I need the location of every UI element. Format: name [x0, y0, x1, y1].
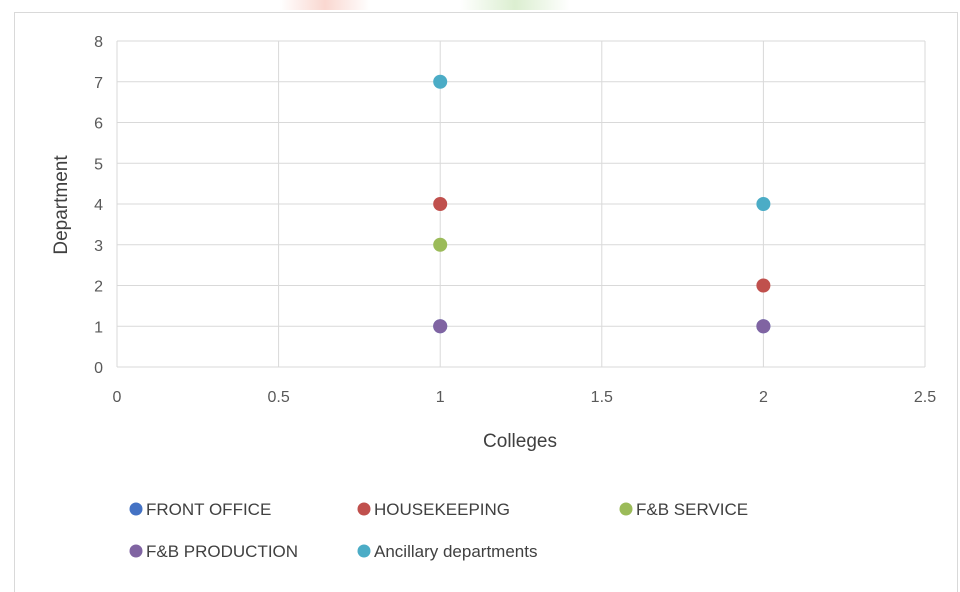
y-axis-ticks: 0 1 2 3 4 5 6 7 8: [94, 34, 103, 377]
legend-marker-icon: [129, 502, 143, 516]
x-tick-label: 1: [436, 389, 445, 406]
y-tick-label: 5: [94, 156, 103, 173]
y-axis-title: Department: [51, 155, 72, 255]
data-point-f-b-service: [433, 237, 448, 252]
grid-lines: [116, 40, 926, 368]
x-tick-label: 0: [113, 389, 122, 406]
legend-item: F&B SERVICE: [619, 500, 748, 519]
legend-label: Ancillary departments: [374, 542, 537, 561]
legend-item: Ancillary departments: [357, 542, 537, 561]
chart-frame: [14, 12, 958, 592]
y-tick-label: 3: [94, 238, 103, 255]
x-tick-label: 0.5: [267, 389, 289, 406]
legend: FRONT OFFICE HOUSEKEEPING F&B SERVICE F&B P…: [129, 500, 748, 561]
legend-label: HOUSEKEEPING: [374, 500, 510, 519]
decorative-strip: [280, 0, 370, 10]
legend-label: FRONT OFFICE: [146, 500, 271, 519]
x-axis-ticks: 0 0.5 1 1.5 2 2.5: [113, 389, 937, 406]
y-tick-label: 1: [94, 319, 103, 336]
decorative-strip: [460, 0, 570, 10]
x-tick-label: 2: [759, 389, 768, 406]
x-tick-label: 1.5: [591, 389, 613, 406]
legend-label: F&B SERVICE: [636, 500, 748, 519]
legend-item: FRONT OFFICE: [129, 500, 271, 519]
legend-label: F&B PRODUCTION: [146, 542, 298, 561]
legend-item: F&B PRODUCTION: [129, 542, 298, 561]
data-point-housekeeping: [433, 197, 448, 211]
legend-item: HOUSEKEEPING: [357, 500, 510, 519]
y-tick-label: 6: [94, 116, 103, 133]
data-points: [433, 74, 771, 334]
legend-marker-icon: [357, 544, 371, 558]
legend-marker-icon: [357, 502, 371, 516]
y-tick-label: 4: [94, 197, 103, 214]
data-point-f-b-production: [433, 319, 448, 334]
data-point-f-b-production: [756, 319, 771, 334]
legend-marker-icon: [129, 544, 143, 558]
data-point-housekeeping: [756, 278, 771, 293]
data-point-ancillary-departments: [433, 74, 448, 89]
data-point-ancillary-departments: [756, 197, 771, 211]
x-axis-title: Colleges: [483, 431, 557, 452]
y-tick-label: 2: [94, 279, 103, 296]
x-tick-label: 2.5: [914, 389, 936, 406]
y-tick-label: 8: [94, 34, 103, 51]
y-tick-label: 7: [94, 75, 103, 92]
legend-marker-icon: [619, 502, 633, 516]
y-tick-label: 0: [94, 360, 103, 377]
